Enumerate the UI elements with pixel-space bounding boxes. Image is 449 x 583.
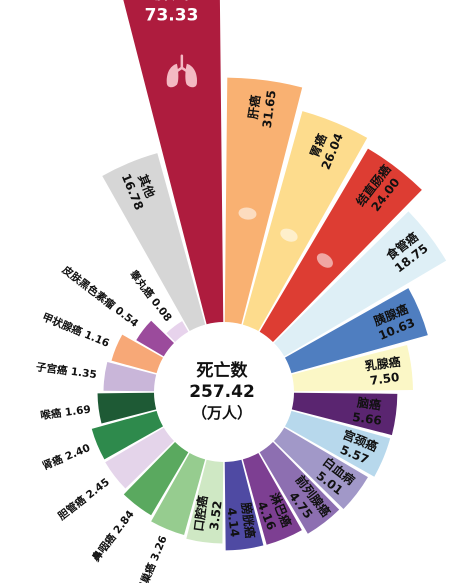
label-甲状腺癌: 甲状腺癌 1.16 (40, 310, 111, 349)
stomach-icon (280, 228, 298, 242)
bar-胆管癌 (105, 427, 174, 489)
label-子宫癌: 子宫癌 1.35 (35, 360, 97, 381)
label-鼻咽癌: 鼻咽癌 2.84 (89, 508, 136, 564)
label-膀胱癌: 膀胱癌4.14 (224, 500, 259, 541)
bar-胃癌 (242, 111, 368, 332)
label-口腔癌: 口腔癌3.52 (190, 495, 224, 535)
center-title: 死亡数 (196, 361, 248, 381)
bar-白血病 (274, 427, 368, 510)
bar-睾丸癌 (166, 321, 189, 342)
label-其他: 其他16.78 (119, 165, 161, 212)
bar-喉癌 (97, 392, 157, 424)
bar-卵巢癌 (151, 452, 206, 535)
center-value: 257.42 (189, 382, 255, 402)
label-value: 73.33 (145, 5, 199, 25)
bar-子宫癌 (103, 362, 157, 392)
label-脑癌: 脑癌5.66 (352, 394, 385, 428)
label-name: 肝癌 (244, 94, 262, 120)
bar-皮肤黑色素瘤 (136, 320, 174, 357)
bar-乳腺癌 (291, 345, 413, 392)
bar-口腔癌 (186, 459, 224, 544)
label-name: 脑癌 (355, 394, 382, 412)
lungs-icon (166, 54, 197, 88)
label-name: 肺癌 (155, 0, 189, 3)
bar-膀胱癌 (224, 459, 264, 551)
label-卵巢癌: 卵巢癌 3.26 (134, 534, 169, 583)
label-value: 7.50 (369, 370, 400, 388)
bars-layer (91, 0, 447, 551)
bar-前列腺癌 (259, 442, 340, 534)
bar-脑癌 (291, 392, 398, 436)
bar-鼻咽癌 (123, 442, 189, 516)
label-value: 4.14 (225, 507, 243, 538)
colon-icon (316, 253, 333, 268)
label-皮肤黑色素瘤: 皮肤黑色素瘤 0.54 (59, 263, 141, 330)
label-value: 31.65 (259, 89, 278, 128)
label-value: 3.52 (206, 500, 224, 531)
label-肺癌: 肺癌 73.33 (145, 0, 199, 25)
bar-淋巴癌 (242, 452, 302, 545)
label-value: 5.66 (352, 410, 383, 428)
label-乳腺癌: 乳腺癌7.50 (364, 353, 404, 387)
label-肾癌: 肾癌 2.40 (40, 441, 92, 472)
bar-结直肠癌 (259, 148, 422, 342)
bar-其他 (102, 153, 206, 332)
label-胆管癌: 胆管癌 2.45 (55, 475, 111, 522)
label-name: 膀胱癌 (239, 500, 259, 539)
bar-肾癌 (91, 410, 164, 460)
label-name: 口腔癌 (190, 495, 210, 533)
center-total: 死亡数 257.42 （万人） (174, 360, 270, 423)
icons-layer (166, 54, 333, 268)
bar-食管癌 (274, 211, 447, 357)
label-喉癌: 喉癌 1.69 (40, 403, 92, 422)
bar-甲状腺癌 (111, 334, 164, 374)
bar-肺癌 (123, 0, 224, 325)
liver-icon (238, 207, 257, 220)
bar-胰腺癌 (284, 288, 428, 374)
bar-肝癌 (224, 77, 303, 325)
center-unit: （万人） (191, 404, 252, 422)
label-name: 乳腺癌 (364, 353, 402, 373)
bar-宫颈癌 (284, 410, 391, 477)
label-肝癌: 肝癌31.65 (244, 87, 279, 129)
